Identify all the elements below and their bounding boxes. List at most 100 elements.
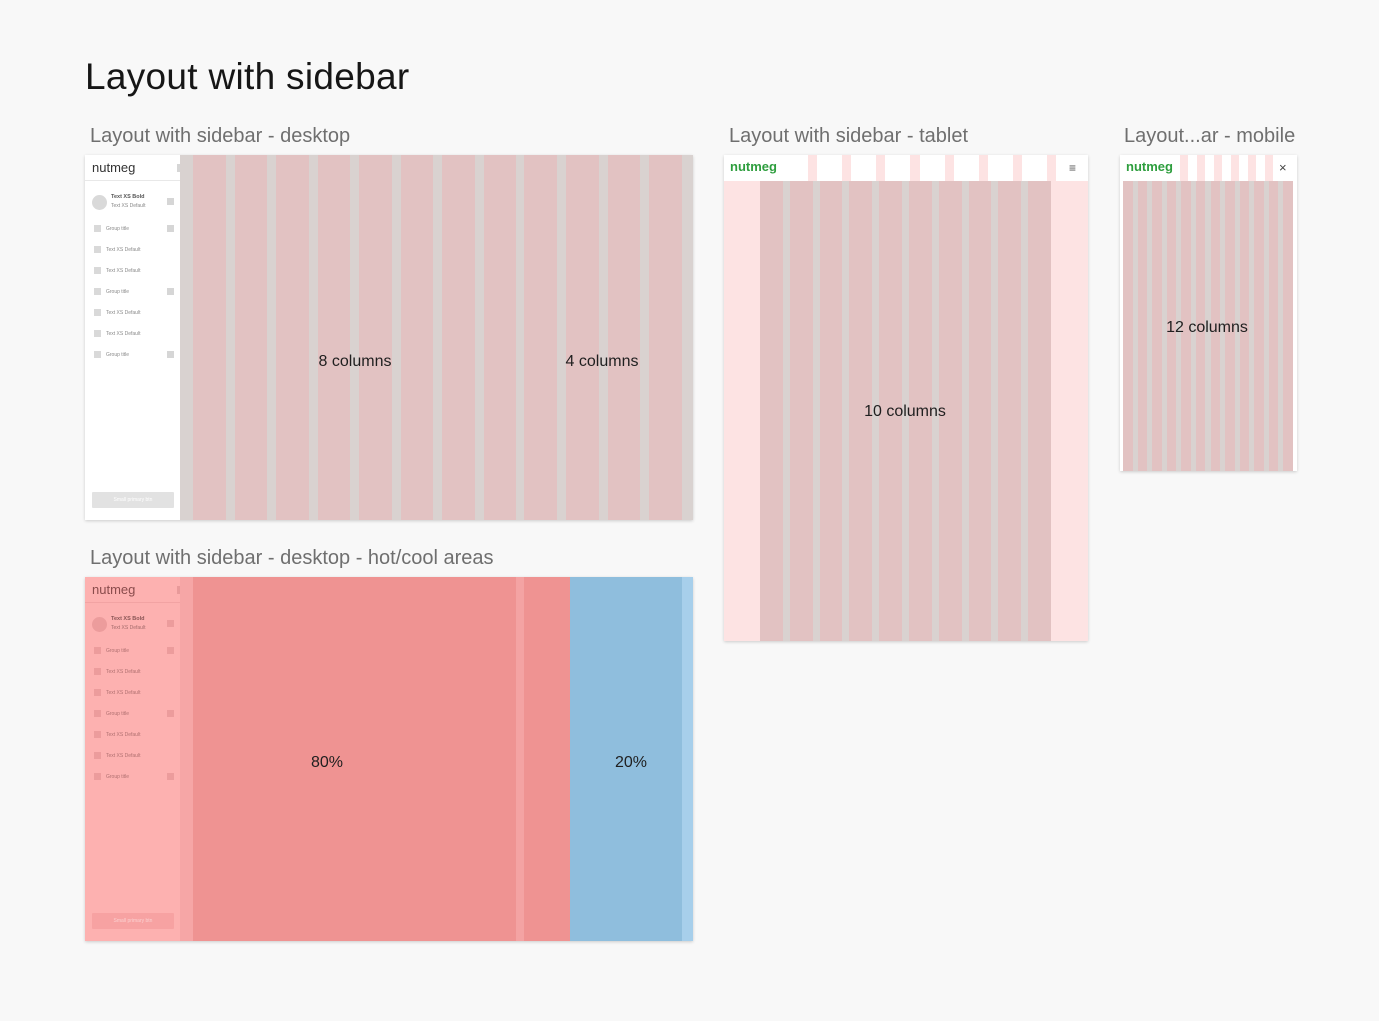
sidebar-item-icon bbox=[94, 330, 101, 337]
grid-column bbox=[1137, 181, 1148, 471]
columns-label-8: 8 columns bbox=[318, 353, 392, 370]
grid-column bbox=[842, 155, 852, 181]
sidebar-item-icon bbox=[94, 288, 101, 295]
sidebar-item-icon bbox=[94, 647, 101, 654]
grid-column bbox=[483, 155, 516, 520]
sidebar-item-label[interactable]: Group title bbox=[106, 289, 130, 295]
grid-column bbox=[789, 181, 813, 641]
grid-column bbox=[1197, 155, 1205, 181]
grid-column bbox=[1239, 181, 1250, 471]
grid-column bbox=[1210, 181, 1221, 471]
close-icon[interactable]: × bbox=[1279, 160, 1287, 175]
grid-column bbox=[876, 155, 886, 181]
hot-percent-label: 80% bbox=[310, 754, 344, 771]
mobile-frame-label: Layout...ar - mobile bbox=[1124, 125, 1296, 147]
columns-label-4: 4 columns bbox=[565, 353, 639, 370]
grid-column bbox=[938, 181, 962, 641]
sidebar-item-icon bbox=[94, 309, 101, 316]
cool-area bbox=[570, 577, 682, 941]
grid-column bbox=[649, 155, 682, 520]
small-primary-button[interactable] bbox=[92, 913, 174, 929]
sidebar-item-icon bbox=[94, 710, 101, 717]
desktop-frame-label: Layout with sidebar - desktop bbox=[90, 125, 351, 147]
columns-label-12: 12 columns bbox=[1166, 319, 1248, 336]
chevron-icon[interactable] bbox=[167, 710, 174, 717]
cool-percent-label: 20% bbox=[614, 754, 648, 771]
grid-column bbox=[359, 155, 392, 520]
desktop-frame: nutmeg Text XS Bold Text XS Default Grou… bbox=[85, 155, 693, 520]
sidebar-divider bbox=[85, 180, 180, 181]
grid-column bbox=[909, 181, 932, 641]
grid-column bbox=[978, 155, 988, 181]
sidebar-item-label[interactable]: Text XS Default bbox=[106, 732, 141, 738]
grid-column bbox=[1123, 181, 1133, 471]
sidebar-item-label[interactable]: Group title bbox=[106, 352, 130, 358]
small-primary-button-label: Small primary btn bbox=[113, 918, 153, 924]
user-menu-icon[interactable] bbox=[167, 620, 174, 627]
chevron-icon[interactable] bbox=[167, 225, 174, 232]
sidebar-item-label[interactable]: Group title bbox=[106, 226, 130, 232]
small-primary-button-label: Small primary btn bbox=[113, 497, 153, 503]
desktop-divider bbox=[516, 155, 524, 520]
small-primary-button[interactable] bbox=[92, 492, 174, 508]
tablet-frame-label: Layout with sidebar - tablet bbox=[729, 125, 969, 147]
sidebar-item-label[interactable]: Text XS Default bbox=[106, 753, 141, 759]
grid-column bbox=[193, 155, 226, 520]
nutmeg-logo[interactable]: nutmeg bbox=[92, 160, 136, 175]
avatar[interactable] bbox=[92, 617, 107, 632]
sidebar-item-icon bbox=[94, 246, 101, 253]
nutmeg-logo[interactable]: nutmeg bbox=[1126, 159, 1173, 174]
user-name: Text XS Bold bbox=[111, 616, 145, 622]
sidebar-item-label[interactable]: Text XS Default bbox=[106, 331, 141, 337]
grid-column bbox=[760, 181, 783, 641]
nutmeg-logo[interactable]: nutmeg bbox=[730, 159, 777, 174]
mobile-frame: nutmeg × 12 columns bbox=[1120, 155, 1297, 471]
grid-column bbox=[1265, 155, 1273, 181]
hamburger-icon[interactable]: ≡ bbox=[1069, 161, 1077, 175]
sidebar-item-label[interactable]: Group title bbox=[106, 711, 130, 717]
grid-column bbox=[400, 155, 433, 520]
nutmeg-logo[interactable]: nutmeg bbox=[92, 582, 136, 597]
page-title: Layout with sidebar bbox=[85, 56, 410, 97]
user-menu-icon[interactable] bbox=[167, 198, 174, 205]
sidebar-item-icon bbox=[94, 689, 101, 696]
sidebar-item-icon bbox=[94, 267, 101, 274]
sidebar-item-label[interactable]: Text XS Default bbox=[106, 310, 141, 316]
sidebar-item-icon bbox=[94, 668, 101, 675]
sidebar: nutmeg Text XS Bold Text XS Default Grou… bbox=[85, 577, 185, 941]
sidebar-item-label[interactable]: Text XS Default bbox=[106, 690, 141, 696]
sidebar-item-icon bbox=[94, 731, 101, 738]
sidebar-item-icon bbox=[94, 351, 101, 358]
grid-column bbox=[879, 181, 902, 641]
sidebar-item-label[interactable]: Group title bbox=[106, 648, 130, 654]
chevron-icon[interactable] bbox=[167, 351, 174, 358]
chevron-icon[interactable] bbox=[167, 288, 174, 295]
grid-column bbox=[1268, 181, 1279, 471]
grid-column bbox=[1225, 181, 1235, 471]
grid-column bbox=[1152, 181, 1162, 471]
grid-column bbox=[442, 155, 475, 520]
sidebar-item-icon bbox=[94, 752, 101, 759]
grid-column bbox=[1180, 155, 1188, 181]
sidebar-item-label[interactable]: Text XS Default bbox=[106, 247, 141, 253]
hot-area bbox=[193, 577, 570, 941]
grid-column bbox=[808, 155, 818, 181]
sidebar-divider bbox=[85, 602, 180, 603]
tablet-frame: nutmeg ≡ 10 columns bbox=[724, 155, 1088, 641]
grid-column bbox=[565, 155, 599, 520]
grid-column bbox=[607, 155, 641, 520]
grid-column bbox=[1231, 155, 1239, 181]
grid-column bbox=[1046, 155, 1056, 181]
sidebar-item-icon bbox=[94, 773, 101, 780]
avatar[interactable] bbox=[92, 195, 107, 210]
grid-column bbox=[234, 155, 267, 520]
chevron-icon[interactable] bbox=[167, 647, 174, 654]
sidebar-margin bbox=[180, 577, 193, 941]
user-subtitle: Text XS Default bbox=[111, 625, 146, 631]
grid-column bbox=[524, 155, 557, 520]
grid-column bbox=[1214, 155, 1222, 181]
sidebar-item-label[interactable]: Text XS Default bbox=[106, 268, 141, 274]
sidebar-item-label[interactable]: Text XS Default bbox=[106, 669, 141, 675]
sidebar-item-label[interactable]: Group title bbox=[106, 774, 130, 780]
chevron-icon[interactable] bbox=[167, 773, 174, 780]
